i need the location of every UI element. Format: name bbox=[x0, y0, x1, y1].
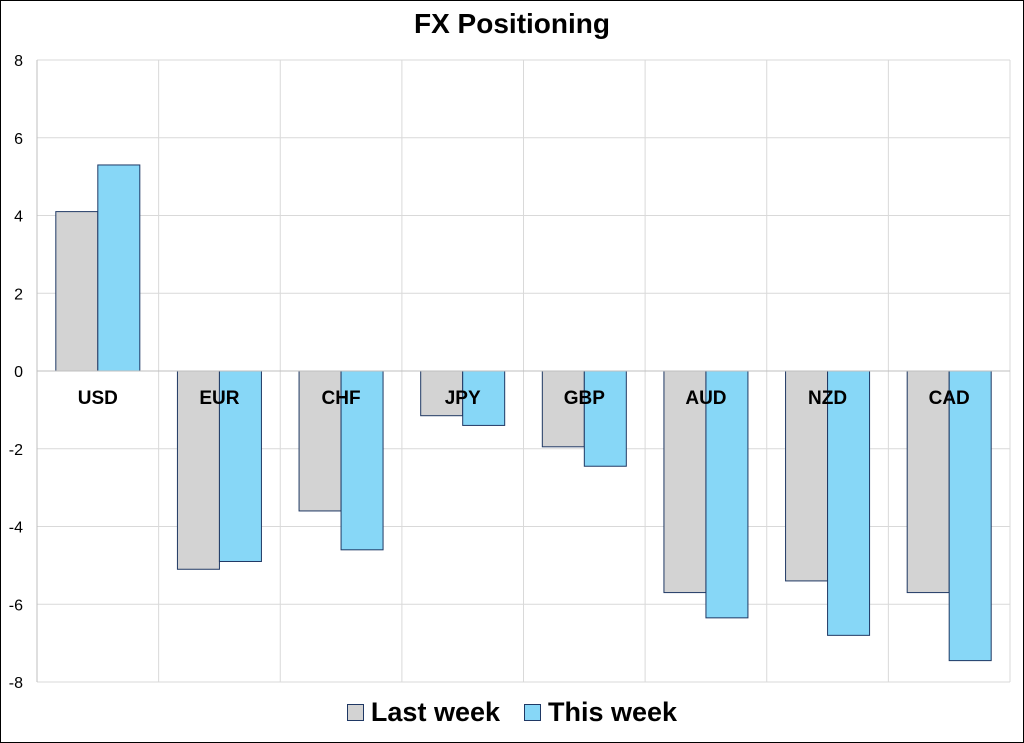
y-tick-label: -8 bbox=[9, 675, 23, 692]
bar-this-week-gbp bbox=[583, 370, 627, 467]
y-tick-label: -6 bbox=[9, 597, 23, 614]
bar-last-week-eur bbox=[176, 370, 220, 570]
x-category-label-usd: USD bbox=[78, 388, 118, 409]
bar-this-week-jpy bbox=[462, 370, 506, 426]
legend-item-this-week[interactable]: This week bbox=[524, 697, 677, 728]
bar-last-week-usd bbox=[55, 211, 99, 372]
y-tick-label: 0 bbox=[14, 364, 23, 381]
x-category-label-nzd: NZD bbox=[808, 388, 847, 409]
bar-this-week-cad bbox=[948, 370, 992, 662]
x-category-label-chf: CHF bbox=[322, 388, 361, 409]
bar-this-week-nzd bbox=[827, 370, 871, 636]
legend-item-last-week[interactable]: Last week bbox=[346, 697, 500, 728]
bar-last-week-gbp bbox=[541, 370, 585, 448]
x-category-label-aud: AUD bbox=[685, 388, 726, 409]
x-category-label-jpy: JPY bbox=[445, 388, 481, 409]
chart-title: FX Positioning bbox=[414, 8, 610, 39]
x-category-label-cad: CAD bbox=[929, 388, 970, 409]
y-tick-label: 4 bbox=[14, 209, 23, 226]
bar-this-week-usd bbox=[97, 164, 141, 372]
legend-swatch-last-week bbox=[346, 704, 364, 721]
bar-this-week-chf bbox=[340, 370, 384, 551]
bar-this-week-eur bbox=[218, 370, 262, 562]
bar-last-week-aud bbox=[663, 370, 707, 594]
x-category-label-gbp: GBP bbox=[564, 388, 606, 409]
y-tick-label: -2 bbox=[9, 442, 23, 459]
x-category-label-eur: EUR bbox=[199, 388, 239, 409]
y-tick-label: 6 bbox=[14, 131, 23, 148]
y-tick-label: 8 bbox=[14, 53, 23, 70]
legend-label-this-week: This week bbox=[548, 697, 678, 727]
bar-this-week-aud bbox=[705, 370, 749, 619]
bar-last-week-nzd bbox=[785, 370, 829, 582]
legend-swatch-this-week bbox=[524, 704, 541, 721]
legend: Last week This week bbox=[0, 697, 1024, 728]
bar-last-week-chf bbox=[298, 370, 342, 512]
y-tick-label: -4 bbox=[9, 520, 23, 537]
legend-label-last-week: Last week bbox=[370, 697, 500, 727]
y-tick-label: 2 bbox=[14, 286, 23, 303]
